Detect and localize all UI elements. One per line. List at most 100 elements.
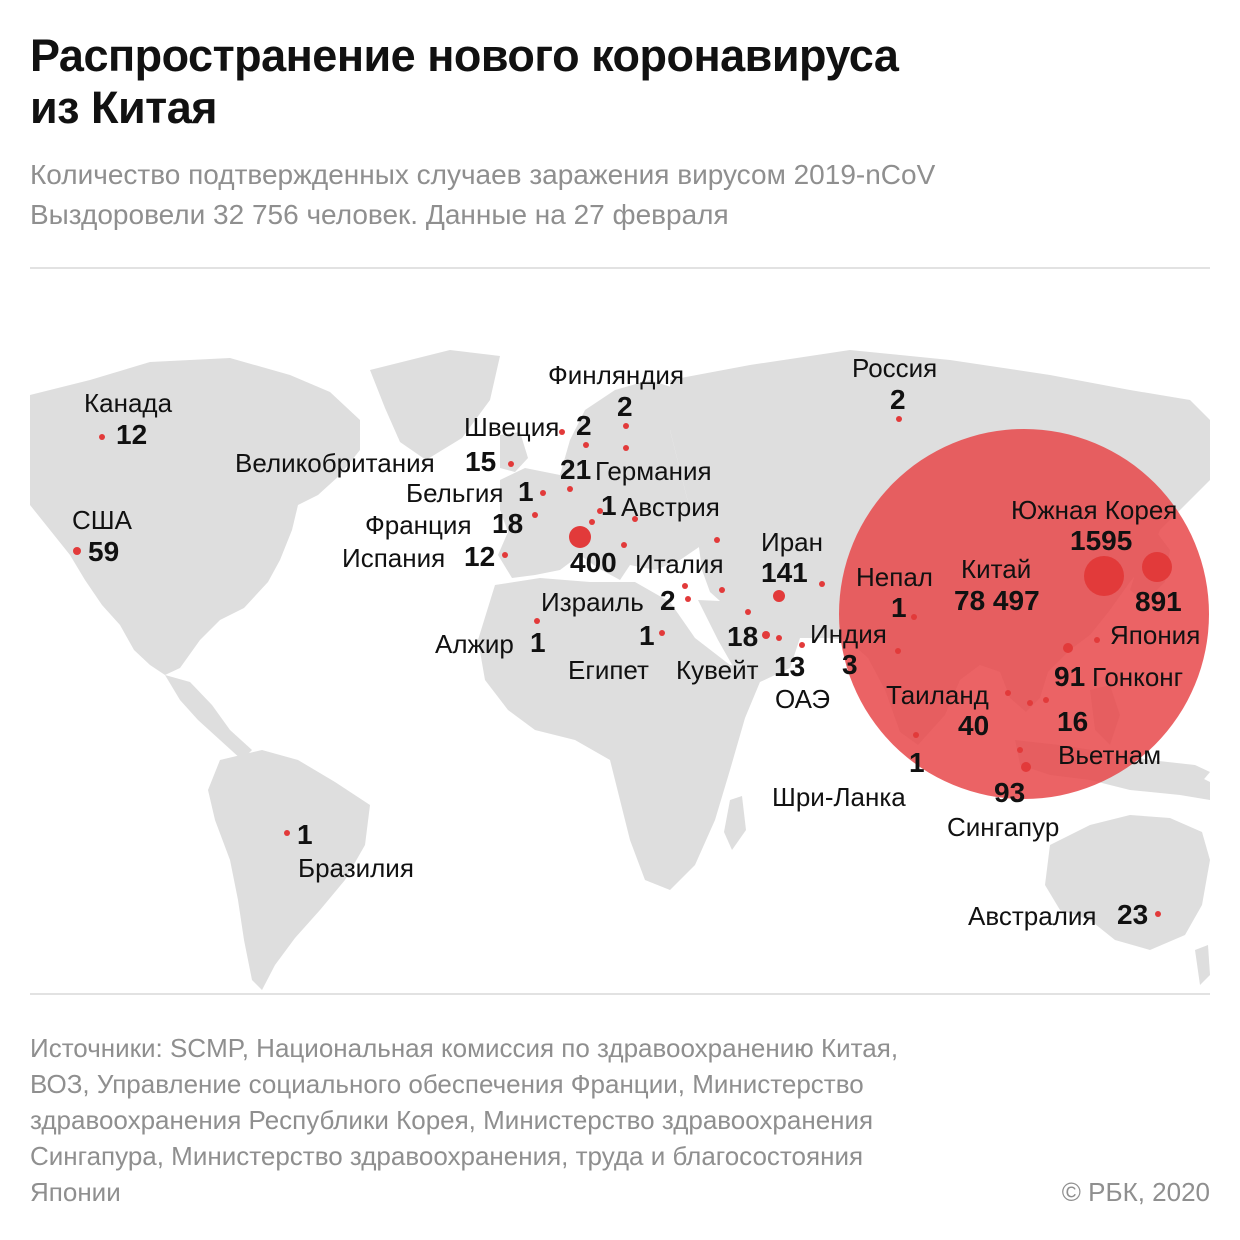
sweden-marker bbox=[559, 429, 565, 435]
finland-value: 2 bbox=[617, 391, 633, 422]
title-line-2: из Китая bbox=[30, 82, 218, 133]
india-marker bbox=[895, 648, 901, 654]
usa-marker bbox=[73, 547, 81, 555]
sri-lanka-marker bbox=[913, 732, 919, 738]
misc-marker bbox=[1017, 747, 1023, 753]
sources-line: здравоохранения Республики Корея, Минист… bbox=[30, 1105, 874, 1135]
thailand-marker bbox=[1027, 700, 1033, 706]
land-australia bbox=[1045, 815, 1210, 950]
kuwait-label: Кувейт bbox=[676, 655, 759, 685]
usa-value: 59 bbox=[88, 536, 120, 567]
canada-label: Канада bbox=[84, 388, 173, 418]
sri-lanka-label: Шри-Ланка bbox=[772, 782, 906, 812]
spain-value: 12 bbox=[464, 541, 496, 572]
germany-marker bbox=[567, 486, 573, 492]
france-value: 18 bbox=[492, 508, 524, 539]
egypt-marker bbox=[659, 630, 665, 636]
misc-marker bbox=[597, 508, 603, 514]
land-new-zealand bbox=[1195, 945, 1210, 985]
thailand-value: 40 bbox=[958, 710, 990, 741]
land-new-guinea bbox=[1150, 760, 1210, 790]
vietnam-label: Вьетнам bbox=[1058, 740, 1162, 770]
australia-value: 23 bbox=[1117, 899, 1149, 930]
misc-marker bbox=[632, 516, 638, 522]
nepal-marker bbox=[911, 614, 917, 620]
russia-label: Россия bbox=[852, 353, 938, 383]
singapore-label: Сингапур bbox=[947, 812, 1060, 842]
kuwait-value: 18 bbox=[727, 621, 759, 652]
misc-marker bbox=[776, 635, 782, 641]
sources-line: ВОЗ, Управление социального обеспечения … bbox=[30, 1069, 864, 1099]
uae-marker bbox=[799, 642, 805, 648]
japan-value: 891 bbox=[1135, 586, 1182, 617]
belgium-marker bbox=[540, 490, 546, 496]
china-label: Китай bbox=[961, 554, 1032, 584]
land-north-america bbox=[30, 358, 360, 675]
misc-marker bbox=[682, 583, 688, 589]
hong-kong-label: Гонконг bbox=[1092, 662, 1184, 692]
spain-label: Испания bbox=[342, 543, 446, 573]
kuwait-marker bbox=[762, 631, 770, 639]
singapore-marker bbox=[1021, 762, 1031, 772]
india-label: Индия bbox=[810, 619, 887, 649]
spain-marker bbox=[502, 552, 508, 558]
sources-line: Японии bbox=[30, 1177, 121, 1207]
south-korea-marker bbox=[1084, 556, 1124, 596]
france-marker bbox=[532, 512, 538, 518]
nepal-label: Непал bbox=[856, 562, 933, 592]
austria-label: Австрия bbox=[621, 492, 720, 522]
uae-value: 13 bbox=[774, 651, 806, 682]
land-uk bbox=[500, 432, 528, 472]
russia-value: 2 bbox=[890, 384, 906, 415]
austria-marker bbox=[589, 519, 595, 525]
thailand-label: Таиланд bbox=[886, 680, 989, 710]
iran-label: Иран bbox=[761, 527, 823, 557]
south-korea-value: 1595 bbox=[1070, 525, 1133, 556]
sweden-label: Швеция bbox=[464, 412, 560, 442]
hong-kong-value: 91 bbox=[1054, 661, 1086, 692]
uk-value: 15 bbox=[465, 446, 497, 477]
sweden-value: 2 bbox=[576, 410, 592, 441]
vietnam-marker bbox=[1043, 697, 1049, 703]
france-label: Франция bbox=[365, 510, 472, 540]
japan-label: Япония bbox=[1110, 620, 1201, 650]
russia-marker bbox=[896, 416, 902, 422]
misc-marker bbox=[745, 609, 751, 615]
austria-value: 1 bbox=[601, 490, 617, 521]
misc-marker bbox=[714, 537, 720, 543]
misc-marker bbox=[719, 587, 725, 593]
misc-marker bbox=[583, 442, 589, 448]
south-korea-label: Южная Корея bbox=[1011, 495, 1178, 525]
italy-value: 400 bbox=[570, 547, 617, 578]
germany-label: Германия bbox=[595, 456, 712, 486]
copyright: © РБК, 2020 bbox=[1061, 1177, 1210, 1207]
algeria-marker bbox=[534, 618, 540, 624]
misc-marker bbox=[623, 445, 629, 451]
singapore-value: 93 bbox=[994, 777, 1026, 808]
germany-value: 21 bbox=[560, 454, 592, 485]
sources-line: Сингапура, Министерство здравоохранения,… bbox=[30, 1141, 864, 1171]
misc-marker bbox=[621, 542, 627, 548]
subtitle-line-1: Количество подтвержденных случаев зараже… bbox=[30, 159, 936, 190]
usa-label: США bbox=[72, 505, 132, 535]
land-greenland bbox=[370, 350, 500, 460]
iran-value: 141 bbox=[761, 557, 808, 588]
land-africa bbox=[478, 578, 765, 890]
misc-marker bbox=[1094, 637, 1100, 643]
iran-marker bbox=[773, 590, 785, 602]
algeria-label: Алжир bbox=[435, 629, 514, 659]
japan-marker bbox=[1142, 552, 1172, 582]
israel-value: 2 bbox=[660, 585, 676, 616]
italy-marker bbox=[569, 526, 591, 548]
top-divider bbox=[30, 267, 1210, 269]
land-europe bbox=[498, 380, 702, 580]
title-line-1: Распространение нового коронавируса bbox=[30, 30, 899, 81]
land-central-america bbox=[165, 675, 252, 760]
uk-label: Великобритания bbox=[235, 448, 435, 478]
bottom-divider bbox=[30, 993, 1210, 995]
brazil-label: Бразилия bbox=[298, 853, 414, 883]
page-title: Распространение нового коронавируса из К… bbox=[30, 30, 1210, 134]
egypt-label: Египет bbox=[568, 655, 649, 685]
land-arabia bbox=[698, 600, 800, 682]
